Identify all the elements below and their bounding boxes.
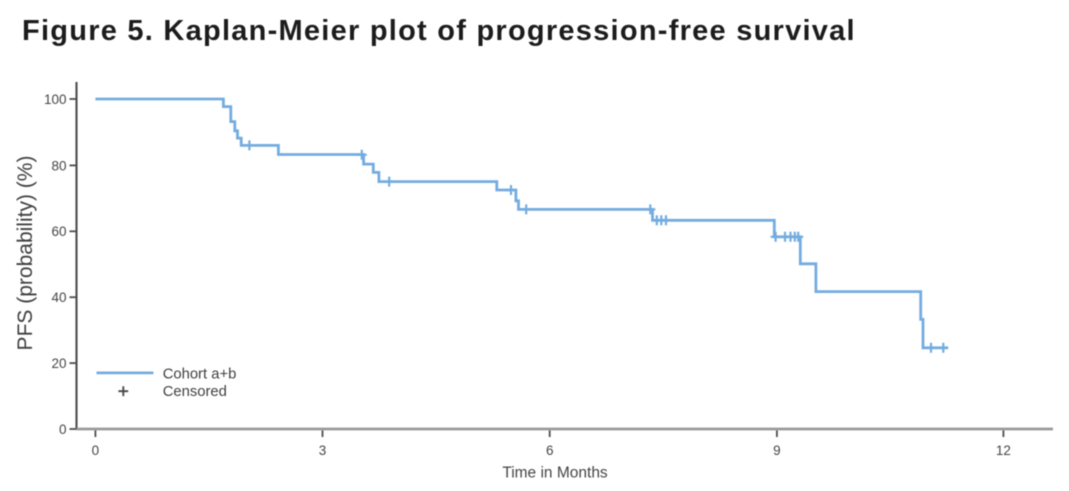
- svg-text:PFS (probability) (%): PFS (probability) (%): [14, 156, 37, 351]
- svg-text:Censored: Censored: [163, 384, 227, 400]
- svg-text:100: 100: [44, 92, 67, 107]
- svg-text:80: 80: [51, 158, 66, 173]
- svg-text:12: 12: [996, 443, 1011, 458]
- svg-text:0: 0: [92, 443, 100, 458]
- svg-text:3: 3: [319, 443, 327, 458]
- svg-text:9: 9: [773, 443, 781, 458]
- svg-text:0: 0: [59, 422, 67, 437]
- svg-text:6: 6: [546, 443, 554, 458]
- svg-text:60: 60: [51, 224, 66, 239]
- svg-text:Cohort a+b: Cohort a+b: [163, 367, 237, 383]
- svg-text:20: 20: [51, 356, 66, 371]
- svg-text:Time in Months: Time in Months: [502, 465, 608, 482]
- svg-text:40: 40: [51, 290, 66, 305]
